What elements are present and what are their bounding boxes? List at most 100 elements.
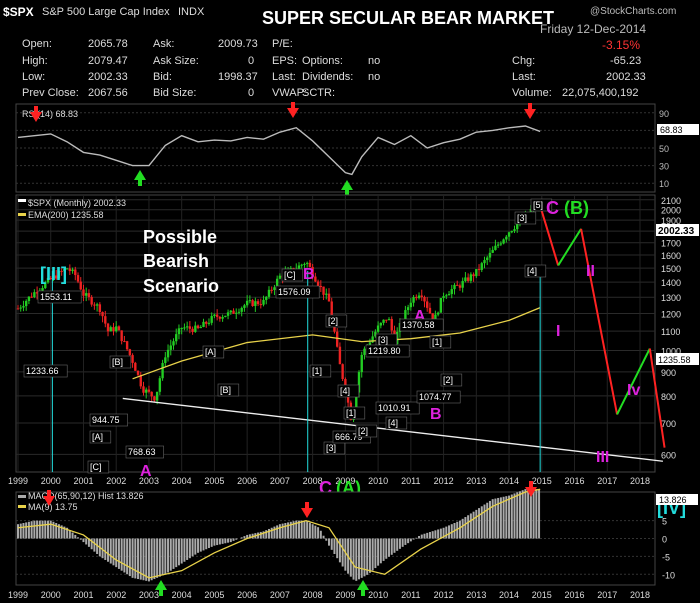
- macd-xtick-2006: 2006: [237, 590, 257, 600]
- macd-hist-bar: [415, 537, 418, 539]
- macd-hist-bar: [295, 520, 298, 539]
- annotation-33: [5]: [533, 200, 543, 210]
- macd-hist-bar: [109, 538, 112, 564]
- macd-hist-bar: [469, 513, 472, 539]
- annotation-box-29: [416, 390, 461, 404]
- macd-hist-bar: [434, 530, 437, 539]
- projection-leg-3: [616, 348, 651, 415]
- macd-hist-bar: [82, 538, 85, 543]
- macd-hist-bar: [314, 525, 317, 539]
- rsi-title: RSI(14) 68.83: [22, 109, 78, 119]
- annotation-box-31: [514, 211, 537, 225]
- macd-hist-bar: [281, 523, 284, 539]
- candle-body: [177, 328, 181, 335]
- macd-hist-bar: [126, 538, 129, 575]
- rsi-arrow-up-2009: [341, 180, 353, 190]
- macd-hist-bar: [207, 538, 210, 549]
- annotation-4: 944.75: [92, 415, 120, 425]
- candle-body: [49, 278, 52, 280]
- macd-hist-bar: [156, 538, 159, 578]
- macd-hist-bar: [374, 538, 377, 569]
- candle-body: [434, 314, 437, 322]
- high-value: 2079.47: [88, 55, 128, 67]
- macd-arrow-down-2007: [301, 508, 313, 518]
- last-label: Last:: [512, 71, 536, 83]
- rsi-arrow-up-2009-stem: [345, 190, 349, 196]
- candle-body: [341, 364, 344, 379]
- macd-hist-bar: [137, 538, 140, 580]
- macd-hist-bar: [180, 538, 183, 564]
- candle-body: [502, 239, 505, 244]
- candle-body: [475, 269, 478, 277]
- macd-hist-bar: [486, 502, 489, 539]
- candle-body: [267, 289, 271, 297]
- macd-hist-bar: [123, 538, 126, 573]
- annotation-27: 1370.58: [402, 320, 435, 330]
- macd-arrow-up-2009-stem: [361, 590, 365, 596]
- macd-hist-bar: [77, 537, 80, 539]
- candle-body: [79, 281, 82, 290]
- macd-hist-bar: [216, 538, 219, 546]
- macd-hist-bar: [505, 496, 508, 539]
- projection-leg-0: [539, 205, 560, 266]
- candle-body: [142, 386, 145, 393]
- ema-legend-swatch: [18, 213, 26, 216]
- macd-xtick-2003: 2003: [139, 590, 159, 600]
- annotation-box-6: [87, 460, 110, 474]
- macd-xtick-2014: 2014: [499, 590, 519, 600]
- candle-body: [218, 316, 222, 319]
- macd-hist-bar: [224, 538, 227, 544]
- bid-label: Bid:: [153, 71, 172, 83]
- annotation-box-23: [385, 416, 408, 430]
- macd-hist-bar: [49, 520, 52, 539]
- macd-hist-bar: [341, 538, 344, 567]
- price-tick-700: 700: [661, 419, 676, 429]
- candle-body: [27, 296, 31, 302]
- banner-title: SUPER SECULAR BEAR MARKET: [262, 8, 555, 28]
- candle-body: [472, 274, 475, 277]
- macd-hist-bar: [475, 509, 478, 539]
- macd-hist-bar: [478, 508, 481, 539]
- macd-hist-bar: [388, 538, 391, 557]
- candle-body: [327, 293, 331, 302]
- candle-body: [379, 322, 383, 326]
- bid-size-label: Bid Size:: [153, 87, 197, 99]
- macd-hist-bar: [426, 532, 429, 539]
- candle-body: [409, 302, 413, 308]
- low-value: 2002.33: [88, 71, 128, 83]
- macd-hist-bar: [188, 538, 191, 559]
- candle-body: [262, 299, 265, 305]
- date-label: Friday 12-Dec-2014: [540, 22, 647, 36]
- macd-hist-bar: [259, 531, 262, 539]
- macd-hist-bar: [499, 497, 502, 539]
- candle-body: [297, 265, 301, 270]
- rsi-tick-30: 30: [659, 162, 669, 172]
- candle-body: [450, 289, 453, 294]
- macd-hist-bar: [516, 492, 519, 539]
- candle-body: [229, 310, 232, 313]
- macd-hist-bar: [218, 538, 221, 545]
- candle-body: [82, 289, 85, 296]
- macd-hist-bar: [270, 527, 273, 539]
- macd-hist-bar: [497, 497, 500, 539]
- candle-body: [308, 262, 312, 267]
- macd-hist-bar: [483, 504, 486, 539]
- macd-hist-bar: [79, 538, 82, 540]
- candle-body: [259, 304, 262, 306]
- candle-body: [486, 257, 489, 261]
- macd-hist-bar: [289, 521, 292, 539]
- macd-xtick-2000: 2000: [41, 590, 61, 600]
- price-tick-1100: 1100: [661, 327, 680, 337]
- candle-body: [360, 354, 363, 373]
- candle-body: [134, 362, 137, 371]
- candle-body: [46, 278, 50, 283]
- candle-body: [461, 281, 464, 288]
- macd-hist-bar: [401, 538, 404, 547]
- annotation-41: III: [596, 449, 609, 466]
- annotation-7: 768.63: [128, 447, 156, 457]
- candle-body: [387, 319, 391, 321]
- annotation-box-33: [530, 198, 553, 212]
- candle-body: [480, 263, 483, 270]
